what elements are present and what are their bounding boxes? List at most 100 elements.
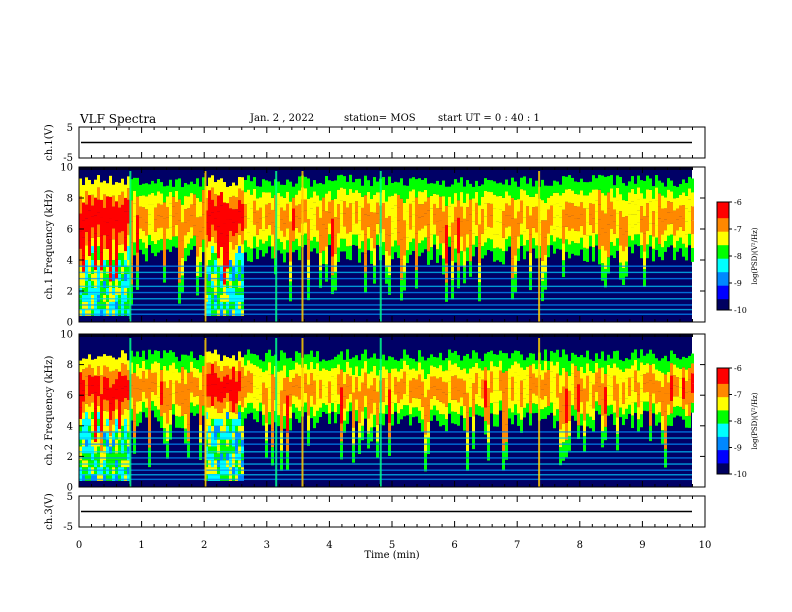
spectrogram-cell xyxy=(157,203,160,216)
spectrogram-cell xyxy=(91,216,94,228)
spectrogram-cell xyxy=(394,181,397,194)
colorbar-cell xyxy=(717,434,729,438)
spectrogram-cell xyxy=(556,397,559,410)
spectrogram-cell xyxy=(118,273,121,281)
spectrogram-cell xyxy=(655,358,658,370)
spectrogram-cell xyxy=(517,375,520,389)
spectrogram-cell xyxy=(382,229,385,243)
spectrogram-cell xyxy=(91,308,94,316)
spectrogram-cell xyxy=(136,196,139,216)
frequency-band xyxy=(79,478,692,481)
spectrogram-cell xyxy=(490,192,493,204)
spectrogram-cell xyxy=(118,253,121,260)
spectrogram-cell xyxy=(370,399,373,414)
spectrogram-cell xyxy=(184,354,187,370)
spectrogram-cell xyxy=(202,375,205,386)
spectrogram-cell xyxy=(115,439,118,447)
x-tick-label: 9 xyxy=(639,540,645,551)
spectrogram-cell xyxy=(505,227,508,240)
spectrogram-cell xyxy=(91,205,94,217)
spectrogram-cell xyxy=(604,232,607,251)
spectrogram-cell xyxy=(208,308,211,316)
impulse-line xyxy=(379,171,382,322)
spectrogram-cell xyxy=(154,244,157,257)
spectrogram-cell xyxy=(556,237,559,249)
spectrogram-cell xyxy=(229,308,232,316)
spectrogram-cell xyxy=(262,382,265,394)
spectrogram-cell xyxy=(529,401,532,414)
spectrogram-cell xyxy=(295,362,298,374)
spectrogram-cell xyxy=(577,206,580,219)
spectrogram-cell xyxy=(133,421,136,438)
colorbar-cell xyxy=(717,442,729,446)
spectrogram-cell xyxy=(403,255,406,274)
spectrogram-cell xyxy=(187,372,190,390)
spectrogram-cell xyxy=(136,177,139,197)
spectrogram-cell xyxy=(508,368,511,379)
spectrogram-cell xyxy=(349,217,352,232)
spectrogram-cell xyxy=(250,248,253,262)
spectrogram-cell xyxy=(118,400,121,415)
spectrogram-cell xyxy=(127,380,130,391)
spectrogram-cell xyxy=(685,247,688,261)
spectrogram-cell xyxy=(406,224,409,238)
spectrogram-cell xyxy=(667,178,670,190)
spectrogram-cell xyxy=(625,378,628,389)
spectrogram-cell xyxy=(673,364,676,376)
spectrogram-cell xyxy=(169,191,172,204)
spectrogram-cell xyxy=(151,216,154,230)
spectrogram-cell xyxy=(364,253,367,274)
spectrogram-cell xyxy=(580,413,583,426)
spectrogram-cell xyxy=(295,238,298,250)
spectrogram-cell xyxy=(232,355,235,367)
spectrogram-cell xyxy=(388,389,391,407)
spectrogram-cell xyxy=(490,350,493,362)
spectrogram-cell xyxy=(472,221,475,234)
spectrogram-cell xyxy=(334,390,337,402)
spectrogram-cell xyxy=(646,401,649,412)
spectrogram-cell xyxy=(346,386,349,400)
spectrogram-cell xyxy=(673,222,676,236)
spectrogram-cell xyxy=(628,224,631,236)
spectrogram-cell xyxy=(130,263,133,285)
spectrogram-cell xyxy=(223,425,226,433)
spectrogram-cell xyxy=(589,370,592,383)
spectrogram-cell xyxy=(364,372,367,385)
spectrogram-cell xyxy=(388,176,391,197)
spectrogram-cell xyxy=(667,201,670,213)
spectrogram-cell xyxy=(373,378,376,391)
spectrogram-cell xyxy=(112,206,115,218)
spectrogram-cell xyxy=(628,404,631,414)
spectrogram-cell xyxy=(412,177,415,190)
plot-title: VLF Spectra xyxy=(80,112,157,126)
spectrogram-cell xyxy=(490,392,493,404)
spectrogram-cell xyxy=(391,221,394,234)
spectrogram-cell xyxy=(604,426,607,441)
spectrogram-cell xyxy=(244,365,247,376)
spectrogram-cell xyxy=(517,413,520,426)
spectrogram-cell xyxy=(79,446,82,454)
spectrogram-cell xyxy=(457,182,460,201)
spectrogram-cell xyxy=(586,182,589,196)
spectrogram-cell xyxy=(223,243,226,265)
spectrogram-cell xyxy=(382,366,385,379)
spectrogram-cell xyxy=(502,450,505,471)
spectrogram-cell xyxy=(484,190,487,204)
y-axis-label: ch.3(V) xyxy=(44,493,55,530)
spectrogram-cell xyxy=(511,218,514,239)
spectrogram-cell xyxy=(634,370,637,382)
spectrogram-cell xyxy=(208,373,211,386)
spectrogram-cell xyxy=(295,373,298,386)
spectrogram-cell xyxy=(214,260,217,267)
spectrogram-cell xyxy=(664,430,667,449)
spectrogram-cell xyxy=(199,246,202,262)
spectrogram-cell xyxy=(241,287,244,295)
spectrogram-cell xyxy=(145,196,148,210)
spectrogram-cell xyxy=(541,240,544,261)
spectrogram-cell xyxy=(487,388,490,407)
spectrogram-cell xyxy=(220,371,223,382)
spectrogram-cell xyxy=(139,357,142,368)
colorbar-cell xyxy=(717,304,729,308)
spectrogram-cell xyxy=(100,217,103,236)
spectrogram-cell xyxy=(220,392,223,403)
